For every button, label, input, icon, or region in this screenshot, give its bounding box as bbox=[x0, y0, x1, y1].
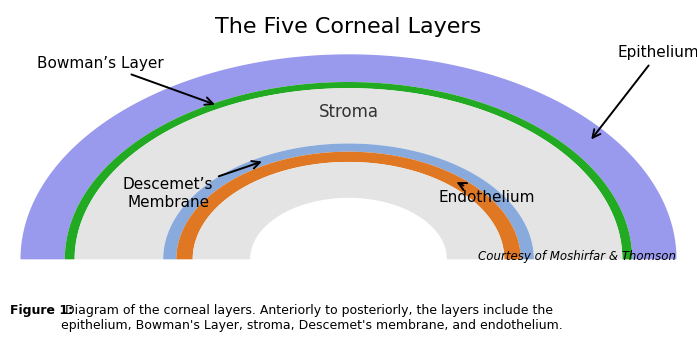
Text: Descemet’s
Membrane: Descemet’s Membrane bbox=[123, 161, 260, 210]
Polygon shape bbox=[65, 82, 632, 259]
Text: Bowman’s Layer: Bowman’s Layer bbox=[37, 56, 213, 105]
Polygon shape bbox=[163, 143, 534, 259]
Polygon shape bbox=[192, 162, 505, 259]
Polygon shape bbox=[176, 152, 521, 259]
Polygon shape bbox=[20, 54, 677, 259]
Text: Figure 1:: Figure 1: bbox=[10, 304, 74, 317]
Text: Endothelium: Endothelium bbox=[438, 183, 535, 205]
Text: The Five Corneal Layers: The Five Corneal Layers bbox=[215, 17, 482, 37]
Text: Epithelium: Epithelium bbox=[592, 45, 697, 138]
Text: Courtesy of Moshirfar & Thomson: Courtesy of Moshirfar & Thomson bbox=[478, 251, 676, 263]
Text: Stroma: Stroma bbox=[319, 103, 378, 121]
Text: Diagram of the corneal layers. Anteriorly to posteriorly, the layers include the: Diagram of the corneal layers. Anteriorl… bbox=[61, 304, 562, 332]
Polygon shape bbox=[75, 88, 622, 259]
